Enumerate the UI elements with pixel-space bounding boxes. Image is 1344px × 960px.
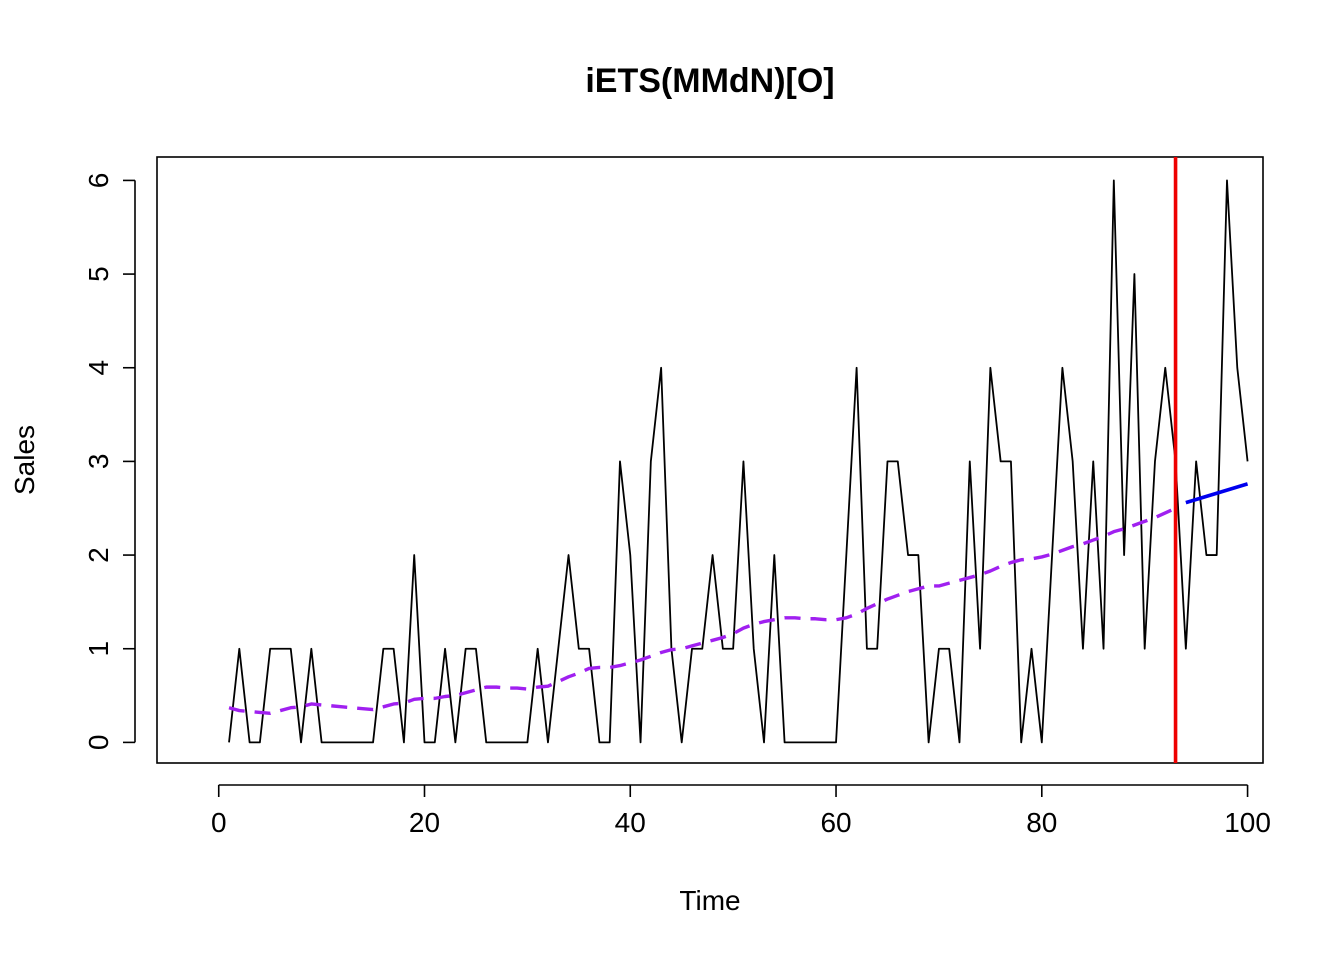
x-tick-label: 100 [1224,807,1271,838]
x-tick-label: 20 [409,807,440,838]
series-actual-line [228,179,1249,744]
chart-title: iETS(MMdN)[O] [585,62,834,100]
series-fitted-line [228,506,1177,716]
y-tick-label: 1 [83,641,114,657]
series-layer [228,157,1249,763]
y-axis: 0 1 2 3 4 5 6 [83,173,136,751]
y-tick-label: 4 [83,360,114,376]
x-tick-label: 0 [211,807,227,838]
y-tick-label: 5 [83,266,114,282]
x-tick-label: 80 [1026,807,1057,838]
x-tick-label: 40 [615,807,646,838]
y-tick-label: 3 [83,454,114,470]
x-axis-label: Time [679,885,740,916]
y-axis-label: Sales [9,425,40,495]
y-tick-label: 0 [83,735,114,751]
y-tick-label: 6 [83,173,114,189]
series-forecast-line [1185,482,1249,505]
x-tick-label: 60 [820,807,851,838]
y-tick-label: 2 [83,547,114,563]
x-axis: 0 20 40 60 80 100 [211,784,1271,838]
plot-frame [156,156,1264,764]
